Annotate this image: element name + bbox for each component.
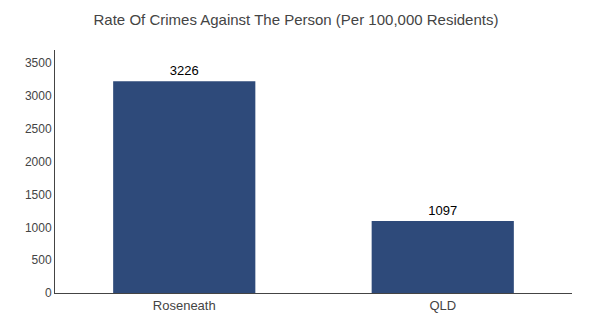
- svg-text:3226: 3226: [170, 63, 199, 78]
- svg-text:Rate Of Crimes Against The Per: Rate Of Crimes Against The Person (Per 1…: [94, 11, 499, 28]
- svg-text:2500: 2500: [25, 122, 52, 136]
- svg-text:0: 0: [45, 286, 52, 300]
- svg-text:1000: 1000: [25, 221, 52, 235]
- svg-text:QLD: QLD: [429, 298, 456, 313]
- svg-text:1097: 1097: [428, 203, 457, 218]
- svg-text:3500: 3500: [25, 56, 52, 70]
- svg-text:500: 500: [32, 253, 52, 267]
- svg-text:3000: 3000: [25, 89, 52, 103]
- svg-text:Roseneath: Roseneath: [153, 298, 216, 313]
- svg-text:2000: 2000: [25, 155, 52, 169]
- svg-text:1500: 1500: [25, 188, 52, 202]
